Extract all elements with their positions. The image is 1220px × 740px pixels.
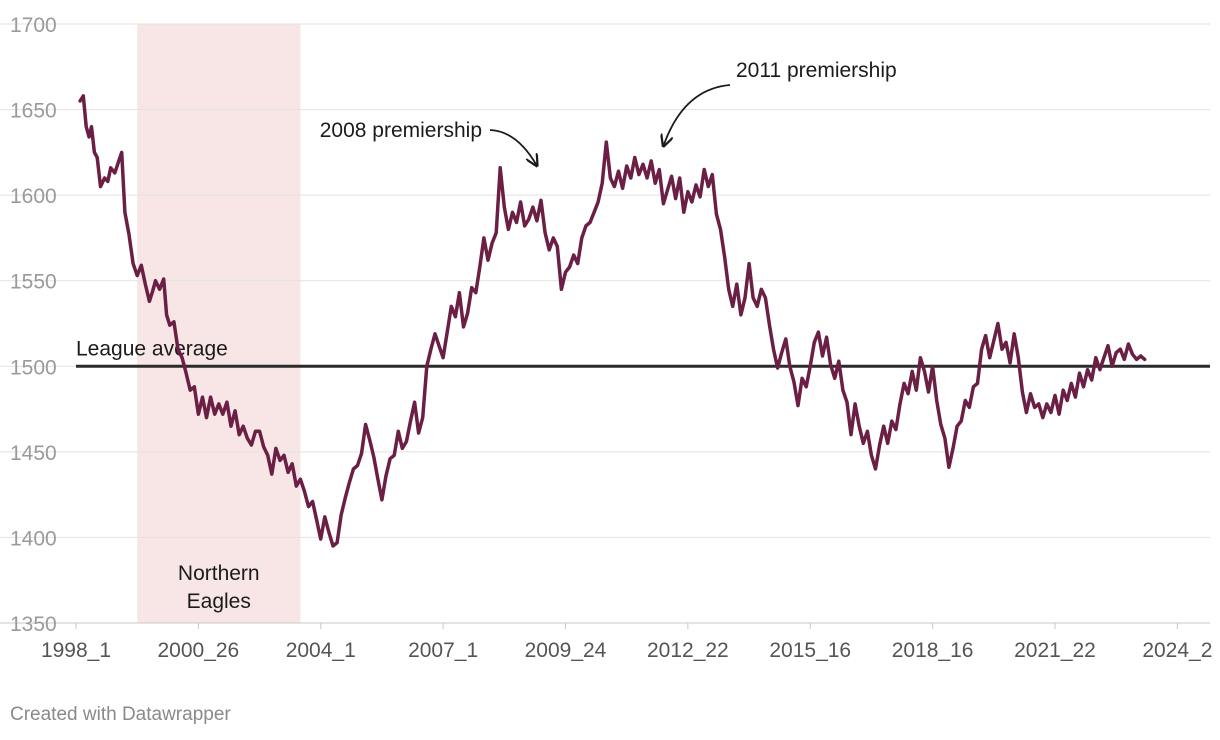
x-tick-label-9: 2024_2 [1142,639,1212,662]
x-tick-label-3: 2007_1 [408,639,478,662]
x-tick-label-7: 2018_16 [892,639,974,662]
shaded-region-label-line1: Northern [178,562,260,585]
y-tick-label-1650: 1650 [10,100,57,123]
y-tick-label-1700: 1700 [10,14,57,37]
y-tick-label-1400: 1400 [10,527,57,550]
x-tick-label-2: 2004_1 [286,639,356,662]
shaded-region-layer: Northern Eagles [137,24,301,623]
annotation-arrow-2011 [663,84,731,146]
y-axis: 1350 1400 1450 1500 1550 1600 1650 1700 [10,14,57,636]
reference-line-label: League average [76,337,228,360]
annotation-layer: 2008 premiership 2011 premiership [320,59,897,166]
y-tick-label-1500: 1500 [10,356,57,379]
x-tick-label-4: 2009_24 [525,639,607,662]
x-tick-label-1: 2000_26 [157,639,239,662]
shaded-region [137,24,301,623]
annotation-arrow-2008 [489,129,537,166]
annotation-2008-premiership: 2008 premiership [320,119,482,142]
x-tick-label-0: 1998_1 [41,639,111,662]
annotation-2011-premiership: 2011 premiership [736,59,897,82]
y-tick-label-1550: 1550 [10,271,57,294]
footer-credit: Created with Datawrapper [10,704,231,725]
series-line-0 [78,94,1147,548]
y-tick-label-1600: 1600 [10,185,57,208]
series-layer [78,94,1147,548]
x-tick-label-6: 2015_16 [769,639,851,662]
x-axis: 1998_1 2000_26 2004_1 2007_1 2009_24 2012_22 2… [41,623,1212,662]
x-tick-label-8: 2021_22 [1014,639,1096,662]
y-tick-label-1450: 1450 [10,442,57,465]
shaded-region-label-line2: Eagles [187,590,251,613]
x-tick-label-5: 2012_22 [647,639,729,662]
y-tick-label-1350: 1350 [10,613,57,636]
